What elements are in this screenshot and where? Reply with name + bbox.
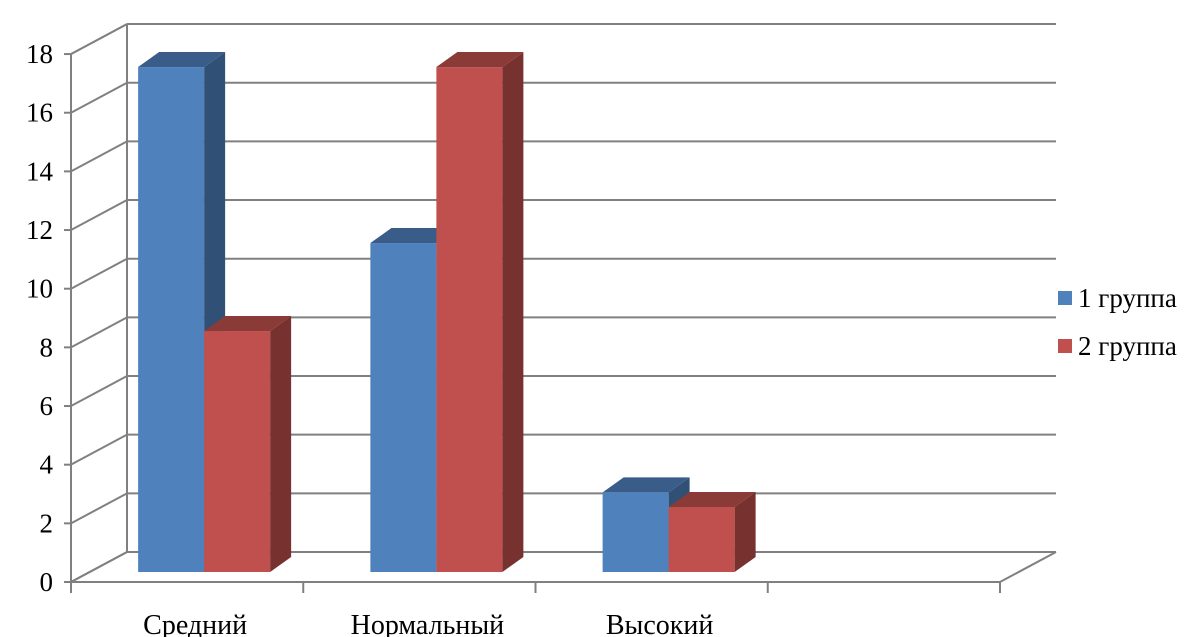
- category-label: Нормальный: [351, 610, 505, 637]
- bar-2-1: [204, 316, 292, 572]
- legend-item-series-1: 1 группа: [1058, 284, 1199, 312]
- y-tick-label: 18: [26, 39, 53, 69]
- axes: [64, 53, 1001, 593]
- legend-item-series-2: 2 группа: [1058, 332, 1199, 360]
- bar-top: [138, 52, 226, 68]
- legend-swatch-series-1: [1058, 291, 1072, 305]
- gridline-side-12: [70, 199, 128, 231]
- bar-top: [602, 477, 690, 493]
- bar-front: [138, 67, 205, 572]
- y-tick-label: 12: [26, 215, 53, 245]
- bar-side: [270, 316, 292, 572]
- category-labels: Средний Нормальный Высокий: [143, 610, 713, 637]
- legend-label-series-2: 2 группа: [1078, 331, 1177, 361]
- gridline-side-18: [70, 23, 128, 55]
- gridline-side-16: [70, 81, 128, 114]
- bar-front: [204, 331, 271, 572]
- y-tick-label: 4: [40, 450, 54, 480]
- bar-top: [370, 228, 458, 244]
- bar-front: [370, 243, 437, 573]
- gridline-side-6: [70, 375, 128, 407]
- category-label: Средний: [143, 610, 247, 637]
- gridline-side-14: [70, 140, 128, 173]
- bar-2-3: [668, 492, 756, 572]
- gridline-side-4: [70, 433, 128, 466]
- gridline-side-0: [70, 551, 128, 583]
- y-tick-label: 10: [26, 274, 53, 304]
- y-tick-label: 16: [26, 98, 53, 128]
- bar-side: [734, 492, 756, 572]
- bar-top: [668, 492, 756, 508]
- bar-top: [436, 52, 524, 68]
- bars: [138, 52, 756, 573]
- y-tick-label: 0: [40, 567, 54, 597]
- y-tick-label: 6: [40, 391, 54, 421]
- bar-top: [204, 316, 292, 332]
- bar-2-2: [436, 52, 524, 573]
- floor-right-edge: [999, 551, 1057, 583]
- bar-side: [502, 52, 524, 573]
- y-tick-label: 14: [26, 156, 54, 186]
- gridline-side-2: [70, 492, 128, 525]
- bar-front: [602, 492, 669, 572]
- y-tick-label: 2: [40, 508, 54, 538]
- gridline-side-8: [70, 316, 128, 349]
- y-tick-label: 8: [40, 332, 54, 362]
- bar-front: [668, 507, 735, 572]
- category-label: Высокий: [606, 610, 714, 637]
- legend-swatch-series-2: [1058, 339, 1072, 353]
- gridline-side-10: [70, 257, 128, 290]
- bar-front: [436, 67, 503, 572]
- legend: 1 группа 2 группа: [1058, 284, 1199, 380]
- y-tick-labels: 0 2 4 6 8 10 12 14 16 18: [26, 39, 54, 597]
- legend-label-series-1: 1 группа: [1078, 283, 1177, 313]
